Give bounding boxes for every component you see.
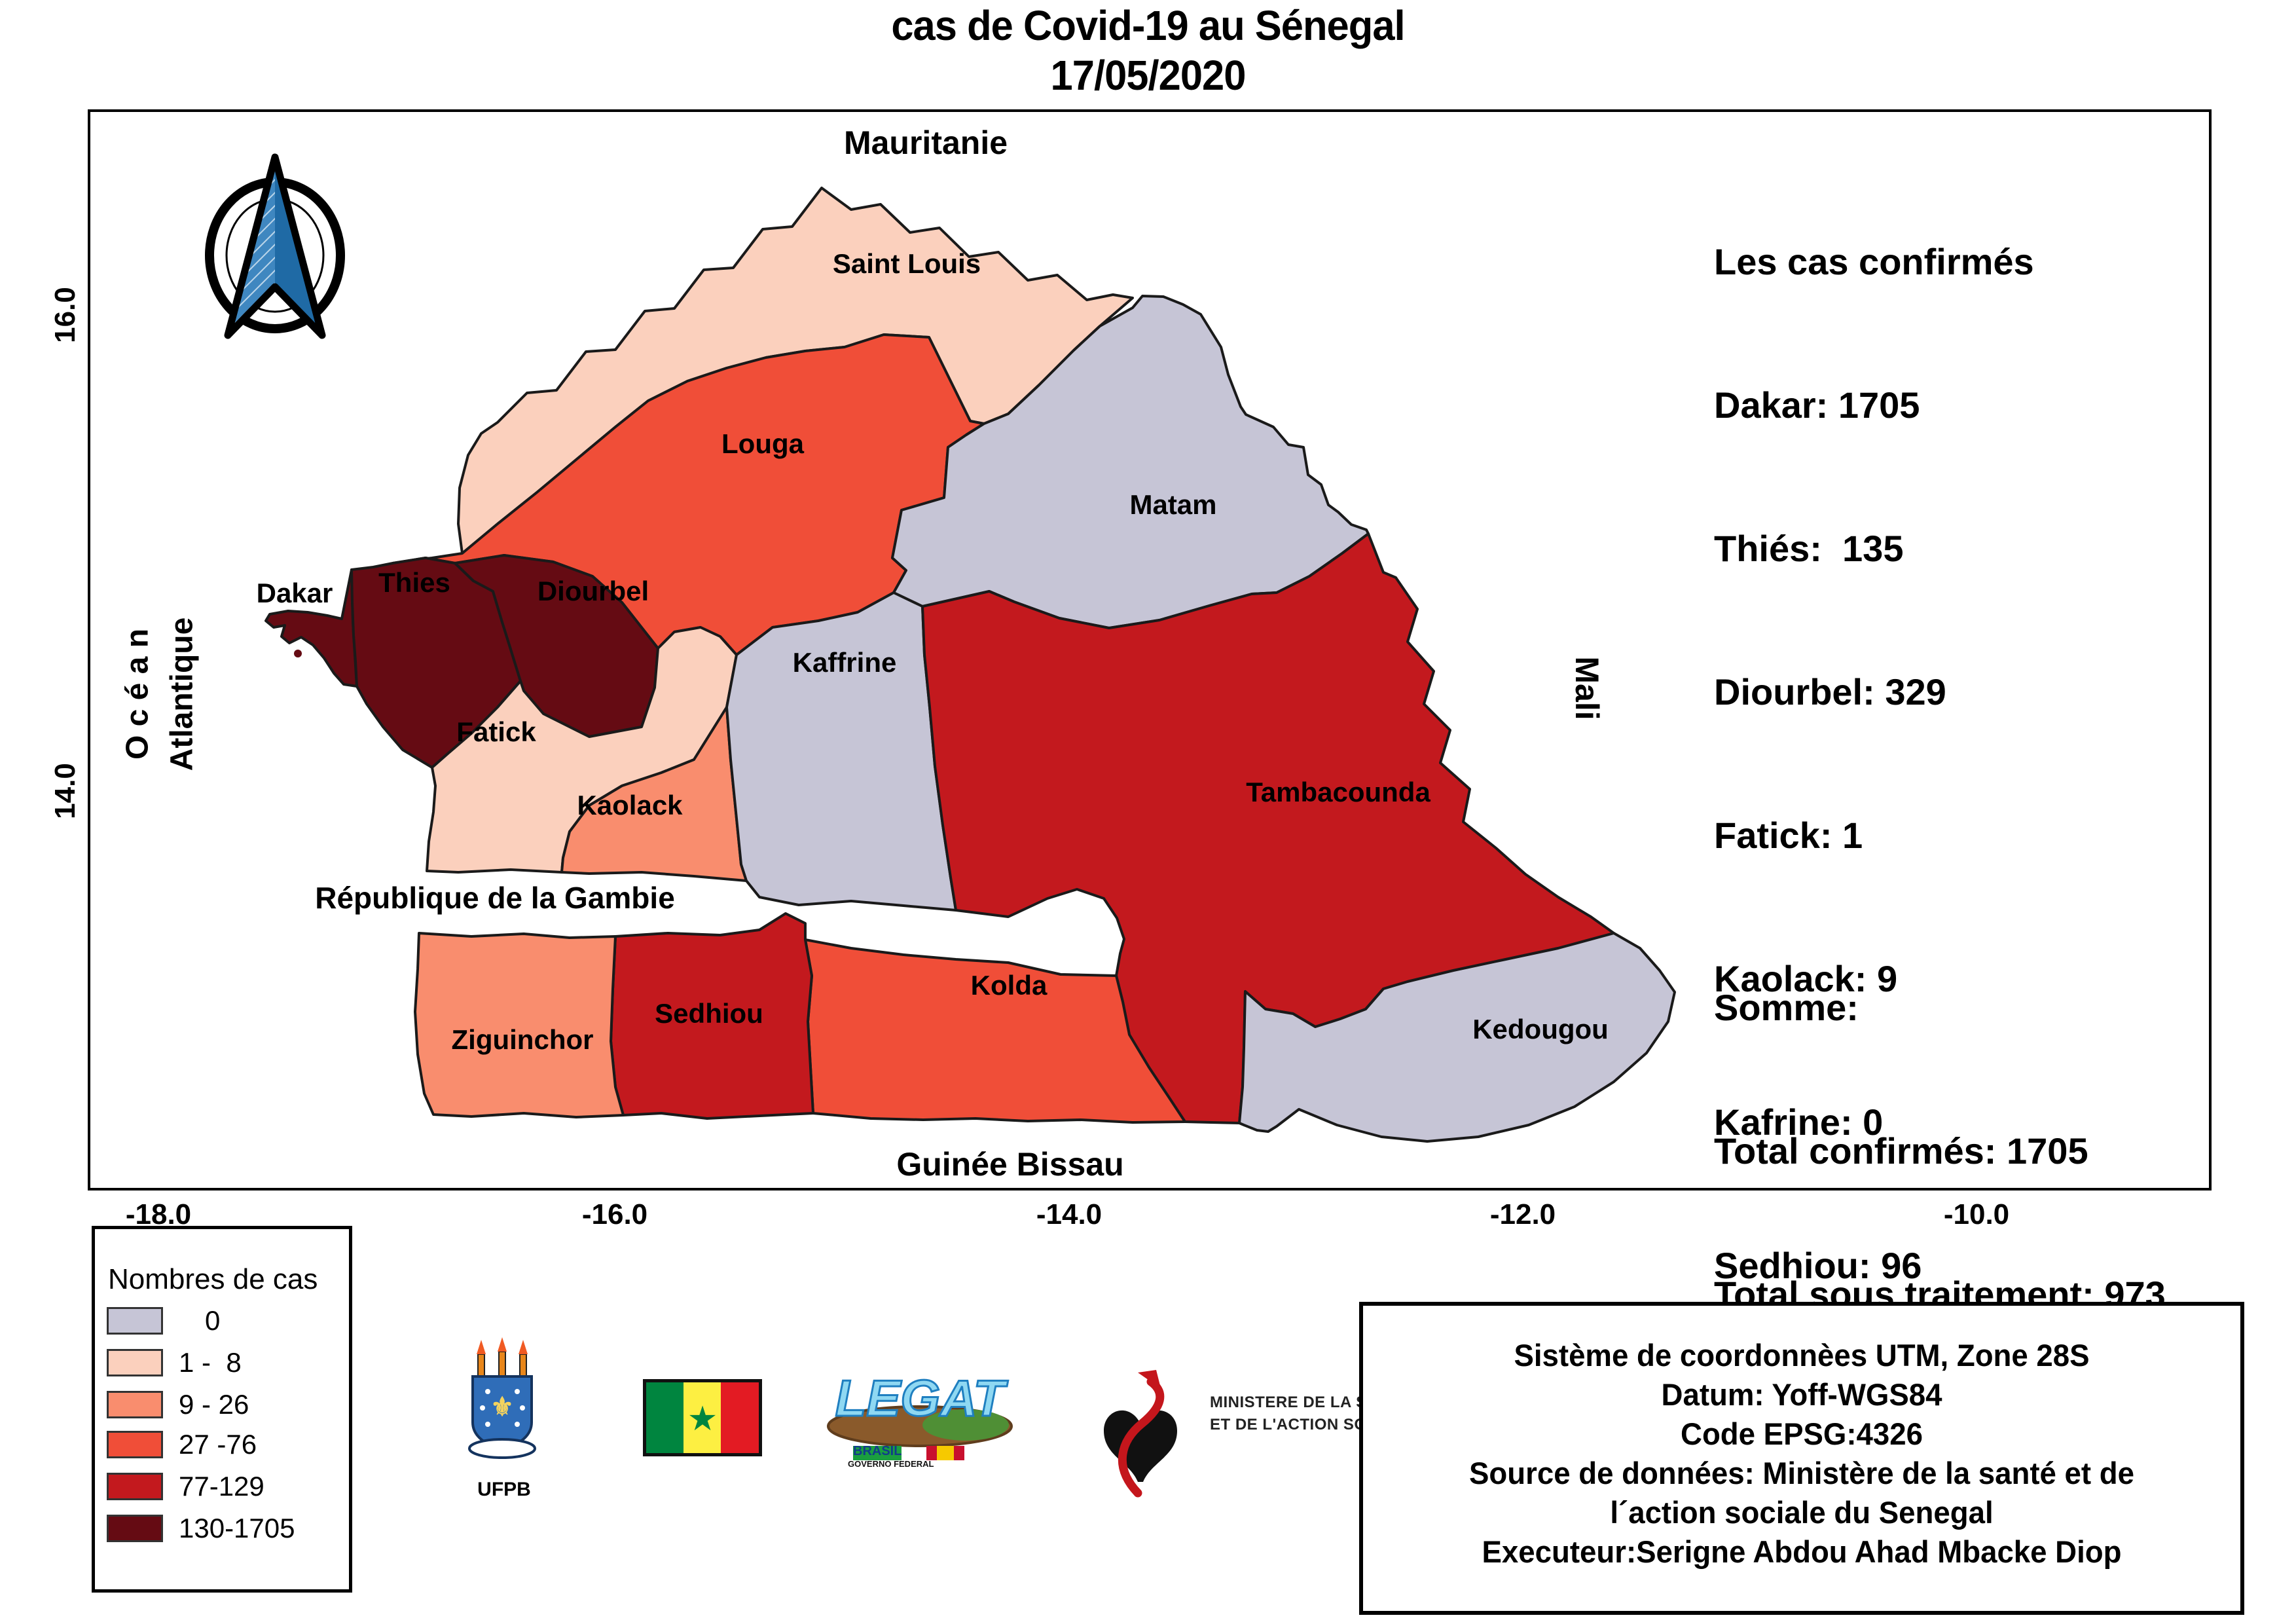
label-ocean-line1: O c é a n [120, 628, 155, 760]
y-tick-16: 16.0 [49, 287, 81, 343]
region-label-fatick: Fatick [456, 716, 536, 747]
legend-swatch-4 [107, 1473, 163, 1500]
region-label-kolda: Kolda [970, 970, 1048, 1001]
region-dakar [264, 568, 358, 688]
region-label-ziguinchor: Ziguinchor [451, 1024, 594, 1055]
dakar-island-dot [294, 650, 302, 657]
stats-line: Kafrine: 0 [1714, 1101, 1884, 1143]
legend-row: 77-129 [95, 1473, 349, 1503]
label-mali: Mali [1569, 656, 1605, 720]
region-label-kaolack: Kaolack [577, 790, 683, 821]
stats-line: Diourbel: 329 [1714, 671, 1946, 712]
legat-logo: LEGAT [827, 1369, 1013, 1460]
region-label-tambacounda: Tambacounda [1246, 777, 1430, 807]
governo-federal-label: GOVERNO FEDERAL [848, 1459, 934, 1469]
legend-row: 1 - 8 [95, 1349, 349, 1379]
legend-swatch-1 [107, 1349, 163, 1376]
stats-line: Fatick: 1 [1714, 815, 1863, 856]
svg-text:★: ★ [687, 1400, 718, 1438]
region-label-saint-louis: Saint Louis [832, 248, 981, 279]
label-guinee-bissau: Guinée Bissau [896, 1146, 1124, 1183]
map-info-box: Sistème de coordonnèes UTM, Zone 28S Dat… [1359, 1302, 2244, 1615]
legend-swatch-3 [107, 1431, 163, 1458]
page-title-line1: cas de Covid-19 au Sénegal [891, 2, 1405, 49]
north-arrow-icon [205, 153, 345, 339]
legend-label: 130-1705 [179, 1513, 295, 1543]
legend-label: 0 [205, 1305, 221, 1336]
stats-line: Dakar: 1705 [1714, 384, 1920, 426]
region-label-kedougou: Kedougou [1472, 1014, 1609, 1044]
legend-label: 27 -76 [179, 1429, 257, 1460]
legend-title: Nombres de cas [108, 1263, 318, 1295]
label-ocean-line2: Atlantique [164, 617, 200, 771]
legend-row: 0 [95, 1307, 349, 1337]
svg-text:⚜: ⚜ [490, 1392, 514, 1422]
label-gambie: République de la Gambie [315, 881, 675, 915]
x-tick-m18: -18.0 [125, 1198, 192, 1230]
y-tick-14: 14.0 [49, 763, 81, 819]
somme-title: Somme: [1714, 987, 1859, 1028]
senegal-choropleth-map [205, 153, 1676, 1143]
legend-label: 1 - 8 [179, 1347, 242, 1378]
legend-row: 9 - 26 [95, 1391, 349, 1421]
stats-line: Thiés: 135 [1714, 528, 1904, 569]
info-line: Sistème de coordonnèes UTM, Zone 28S [1514, 1338, 2090, 1373]
legend-swatch-2 [107, 1391, 163, 1418]
ufpb-logo: ⚜ [468, 1337, 536, 1459]
x-tick-m14: -14.0 [1036, 1198, 1102, 1230]
x-tick-m10: -10.0 [1943, 1198, 2010, 1230]
ufpb-logo-label: UFPB [477, 1479, 531, 1500]
legend-label: 77-129 [179, 1471, 264, 1502]
legend-label: 9 - 26 [179, 1389, 249, 1420]
region-label-matam: Matam [1129, 489, 1217, 520]
stats-title: Les cas confirmés [1714, 241, 2034, 282]
label-mauritanie: Mauritanie [843, 124, 1008, 161]
info-line: Executeur:Serigne Abdou Ahad Mbacke Diop [1482, 1534, 2122, 1569]
info-line: Source de données: Ministère de la santé… [1469, 1456, 2134, 1490]
region-label-kaffrine: Kaffrine [792, 647, 897, 678]
region-label-thies: Thies [378, 567, 450, 598]
legend-row: 27 -76 [95, 1431, 349, 1461]
ministry-logo-icon [1104, 1370, 1177, 1498]
legend-box: Nombres de cas 0 1 - 8 9 - 26 27 -76 77-… [92, 1226, 352, 1593]
stats-line: Kaolack: 9 [1714, 958, 1898, 999]
info-line: Datum: Yoff-WGS84 [1661, 1377, 1942, 1412]
somme-line: Total confirmés: 1705 [1714, 1130, 2088, 1172]
region-label-diourbel: Diourbel [537, 576, 649, 606]
legend-row: 130-1705 [95, 1515, 349, 1545]
legend-swatch-5 [107, 1515, 163, 1542]
region-kedougou [1238, 932, 1676, 1143]
region-label-dakar: Dakar [256, 578, 333, 608]
region-ziguinchor [414, 932, 625, 1118]
brasil-logo-label: BRASIL [853, 1444, 902, 1458]
x-tick-m12: -12.0 [1489, 1198, 1556, 1230]
senegal-flag-icon: ★ [643, 1379, 762, 1456]
legend-swatch-0 [107, 1307, 163, 1335]
ufpb-torches-icon [477, 1337, 528, 1377]
stats-line: Sedhiou: 96 [1714, 1245, 1922, 1286]
region-label-sedhiou: Sedhiou [655, 998, 763, 1029]
info-line: l´action sociale du Senegal [1610, 1495, 1994, 1530]
page-title-line2: 17/05/2020 [1050, 52, 1247, 99]
region-label-louga: Louga [721, 428, 804, 459]
x-tick-m16: -16.0 [581, 1198, 648, 1230]
info-line: Code EPSG:4326 [1681, 1416, 1923, 1451]
legat-logo-text: LEGAT [835, 1369, 1009, 1427]
region-kaffrine [725, 591, 957, 912]
